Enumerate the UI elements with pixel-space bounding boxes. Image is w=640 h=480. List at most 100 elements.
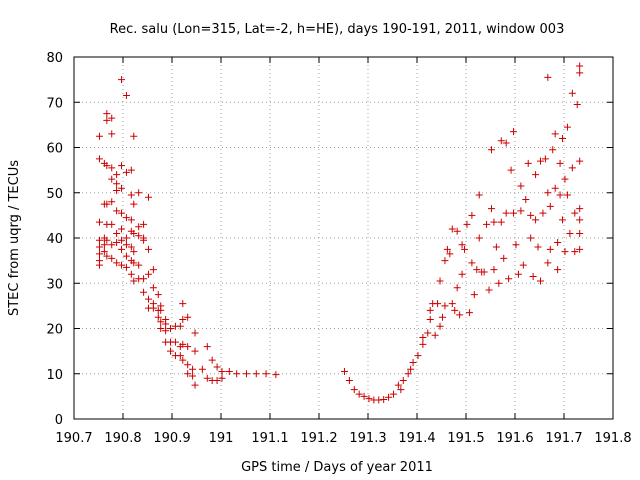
data-point-plus	[108, 198, 116, 206]
data-point-plus	[475, 191, 483, 199]
data-point-plus	[434, 300, 442, 308]
data-point-plus	[453, 227, 461, 235]
data-point-plus	[409, 358, 417, 366]
y-tick-label: 0	[55, 413, 63, 428]
data-point-plus	[461, 245, 469, 253]
data-point-plus	[252, 370, 260, 378]
data-point-plus	[563, 123, 571, 131]
data-point-plus	[118, 162, 126, 170]
x-tick-label: 191	[209, 431, 234, 446]
data-point-plus	[350, 386, 358, 394]
data-point-plus	[385, 393, 393, 401]
data-point-plus	[144, 245, 152, 253]
data-point-plus	[208, 356, 216, 364]
data-point-plus	[135, 223, 143, 231]
y-tick-label: 80	[46, 51, 63, 66]
data-point-plus	[127, 216, 135, 224]
data-point-plus	[103, 162, 111, 170]
data-point-plus	[532, 171, 540, 179]
y-axis-ticks: 0 10 20 30 40 50 60 70 80	[46, 51, 613, 428]
data-point-plus	[502, 209, 510, 217]
data-point-plus	[118, 225, 126, 233]
data-point-plus	[576, 229, 584, 237]
data-point-plus	[122, 241, 130, 249]
data-point-plus	[225, 367, 233, 375]
data-point-plus	[407, 365, 415, 373]
data-point-plus	[487, 205, 495, 213]
data-point-plus	[561, 175, 569, 183]
x-axis-ticks: 190.7 190.8 190.9 191 191.1 191.2 191.3 191.4 19…	[55, 57, 632, 446]
data-point-plus	[135, 232, 143, 240]
y-tick-label: 10	[46, 368, 63, 383]
data-point-plus	[544, 73, 552, 81]
x-tick-label: 190.9	[153, 431, 190, 446]
data-point-plus	[189, 372, 197, 380]
data-point-plus	[517, 207, 525, 215]
data-point-plus	[571, 209, 579, 217]
data-point-plus	[399, 377, 407, 385]
data-point-plus	[162, 320, 170, 328]
data-point-plus	[468, 211, 476, 219]
data-point-plus	[157, 325, 165, 332]
data-point-plus	[95, 132, 103, 140]
data-point-plus	[561, 248, 569, 256]
data-point-plus	[443, 245, 451, 253]
data-point-plus	[95, 218, 103, 226]
data-point-plus	[436, 277, 444, 285]
data-point-plus	[576, 245, 584, 253]
data-point-plus	[438, 313, 446, 321]
data-point-plus	[113, 186, 121, 194]
data-point-plus	[108, 130, 116, 138]
data-point-plus	[191, 381, 199, 389]
data-point-plus	[103, 236, 111, 244]
data-point-plus	[463, 220, 471, 228]
data-point-plus	[100, 241, 108, 249]
data-point-plus	[576, 205, 584, 213]
data-point-plus	[140, 275, 148, 283]
data-point-plus	[458, 270, 466, 278]
data-point-plus	[203, 343, 211, 351]
data-point-plus	[130, 277, 138, 285]
y-tick-label: 40	[46, 232, 63, 247]
data-point-plus	[541, 155, 549, 163]
data-point-plus	[108, 175, 116, 183]
data-point-plus	[108, 164, 116, 172]
data-point-plus	[380, 396, 388, 404]
data-point-plus	[517, 182, 525, 190]
data-point-plus	[113, 207, 121, 215]
data-point-plus	[529, 272, 537, 280]
data-point-plus	[157, 318, 165, 326]
data-point-plus	[130, 259, 138, 267]
data-point-plus	[135, 189, 143, 197]
data-point-plus	[189, 365, 197, 373]
data-point-plus	[544, 189, 552, 197]
data-point-plus	[218, 374, 226, 382]
data-point-plus	[458, 241, 466, 249]
data-point-plus	[507, 166, 515, 174]
data-point-plus	[345, 377, 353, 385]
data-point-plus	[108, 220, 116, 228]
data-point-plus	[103, 200, 111, 208]
data-point-plus	[563, 191, 571, 199]
data-point-plus	[497, 137, 505, 145]
data-point-plus	[544, 259, 552, 267]
data-point-plus	[559, 134, 567, 142]
data-point-plus	[184, 370, 192, 378]
data-point-plus	[171, 338, 179, 346]
data-point-plus	[149, 304, 157, 312]
data-point-plus	[154, 291, 162, 299]
data-point-plus	[397, 386, 405, 394]
data-point-plus	[414, 352, 422, 360]
data-point-plus	[360, 392, 368, 400]
data-point-plus	[566, 229, 574, 237]
data-point-plus	[95, 243, 103, 251]
data-point-plus	[483, 220, 491, 228]
data-point-plus	[144, 270, 152, 278]
data-point-plus	[502, 139, 510, 147]
data-point-plus	[113, 259, 121, 267]
data-point-plus	[108, 114, 116, 122]
data-point-plus	[524, 159, 532, 167]
data-point-plus	[122, 168, 130, 176]
data-point-plus	[179, 340, 187, 348]
